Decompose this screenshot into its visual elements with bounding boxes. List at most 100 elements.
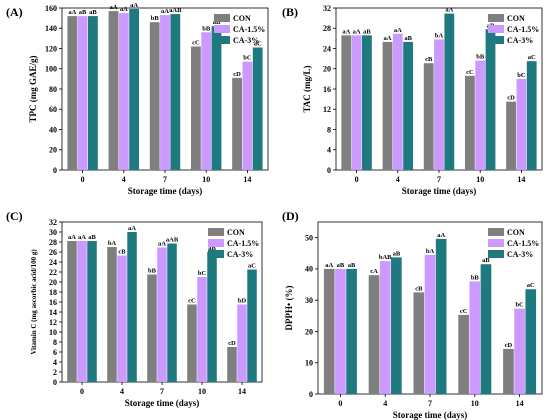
x-axis-title: Storage time (days): [128, 186, 202, 196]
bar-ca-3-day-10: [207, 252, 217, 382]
bar-con-day-7: [423, 63, 434, 170]
data-label: aA: [68, 9, 76, 16]
bar-con-day-14: [227, 347, 237, 382]
y-tick-label: 20: [49, 146, 57, 155]
y-tick-label: 80: [49, 85, 57, 94]
legend-entry: CON: [233, 14, 251, 23]
bar-ca-3-day-14: [525, 289, 537, 394]
legend-entry: CA-3%: [507, 250, 533, 259]
bar-con-day-14: [232, 77, 242, 170]
data-label: bC: [515, 302, 524, 309]
legend-swatch: [208, 239, 224, 247]
data-label: cD: [228, 340, 236, 347]
x-tick-label: 7: [160, 387, 164, 396]
x-axis-title: Storage time (days): [393, 410, 467, 420]
x-tick-label: 10: [471, 399, 479, 408]
bar-ca-3-day-10: [480, 264, 492, 394]
data-label: aA: [161, 8, 169, 15]
legend-entry: CA-1.5%: [507, 239, 539, 248]
data-label: bB: [202, 25, 211, 32]
legend-swatch: [488, 239, 504, 247]
bar-con-day-7: [149, 22, 160, 170]
data-label: aA: [437, 232, 445, 239]
y-tick-label: 50: [305, 233, 313, 242]
bar-ca-3-day-7: [435, 238, 447, 394]
bar-ca-1-5-day-7: [160, 15, 170, 171]
data-label: aB: [88, 234, 96, 241]
legend-entry: CA-1.5%: [507, 25, 539, 34]
data-label: cC: [192, 39, 200, 46]
data-label: bC: [243, 55, 252, 62]
y-tick-label: 8: [53, 338, 57, 347]
legend-swatch: [488, 25, 504, 33]
bar-con-day-4: [368, 275, 380, 394]
bar-con-day-0: [323, 268, 335, 394]
data-label: bB: [471, 274, 480, 281]
y-tick-label: 16: [49, 298, 57, 307]
data-label: cC: [188, 298, 196, 305]
data-label: aB: [393, 250, 401, 257]
data-label: cB: [118, 249, 126, 256]
bar-ca-3-day-7: [444, 13, 455, 170]
bar-ca-3-day-4: [403, 41, 414, 171]
x-tick-label: 0: [81, 175, 85, 184]
data-label: aB: [482, 257, 490, 264]
y-tick-label: 30: [49, 228, 57, 237]
bar-con-day-10: [190, 46, 201, 170]
panel-label: (D): [282, 209, 299, 223]
y-tick-label: 12: [323, 105, 331, 114]
x-tick-label: 0: [355, 175, 359, 184]
data-label: aA: [445, 7, 453, 14]
x-tick-label: 0: [338, 399, 342, 408]
legend-swatch: [208, 250, 224, 258]
data-label: aA: [78, 234, 86, 241]
bar-ca-3-day-14: [247, 269, 257, 382]
x-tick-label: 14: [516, 399, 524, 408]
data-label: cD: [233, 71, 241, 78]
data-label: aA: [120, 6, 128, 13]
legend-swatch: [214, 14, 230, 22]
legend: CON CA-1.5% CA-3%: [208, 228, 259, 259]
bar-ca-1-5-day-4: [117, 255, 127, 382]
bar-ca-3-day-14: [252, 47, 263, 170]
legend-entry: CA-3%: [507, 36, 533, 45]
bar-ca-1-5-day-7: [424, 254, 436, 394]
bar-ca-3-day-0: [87, 241, 97, 382]
legend-swatch: [488, 14, 504, 22]
bar-ca-3-day-0: [88, 16, 98, 170]
x-tick-label: 4: [383, 399, 387, 408]
data-label: aB: [213, 19, 221, 26]
data-label: aC: [528, 54, 536, 61]
data-label: aA: [130, 2, 138, 9]
bar-ca-1-5-day-7: [434, 39, 444, 171]
x-tick-label: 7: [437, 175, 441, 184]
bar-ca-3-day-10: [485, 29, 496, 171]
x-tick-label: 10: [202, 175, 210, 184]
y-tick-label: 32: [49, 218, 57, 227]
data-label: aC: [527, 282, 535, 289]
y-tick-label: 0: [327, 166, 331, 175]
y-tick-label: 20: [323, 65, 331, 74]
data-label: cC: [460, 308, 468, 315]
bar-con-day-4: [107, 247, 117, 382]
legend-entry: CA-1.5%: [227, 239, 259, 248]
y-tick-label: 20: [49, 278, 57, 287]
bar-ca-1-5-day-4: [118, 13, 129, 170]
x-axis-title: Storage time (days): [402, 186, 476, 196]
bar-con-day-14: [503, 348, 514, 394]
y-tick-label: 24: [323, 44, 331, 53]
data-label: aA: [128, 225, 136, 232]
data-label: bA: [426, 248, 435, 255]
bar-ca-1-5-day-14: [516, 78, 527, 170]
data-label: aB: [89, 9, 97, 16]
bar-ca-3-day-7: [167, 243, 177, 382]
y-tick-label: 8: [327, 125, 331, 134]
data-label: bB: [148, 268, 157, 275]
data-label: aA: [353, 28, 361, 35]
data-label: aB: [348, 262, 356, 269]
bar-con-day-10: [458, 314, 469, 394]
x-tick-label: 7: [428, 399, 432, 408]
y-tick-label: 0: [53, 378, 57, 387]
